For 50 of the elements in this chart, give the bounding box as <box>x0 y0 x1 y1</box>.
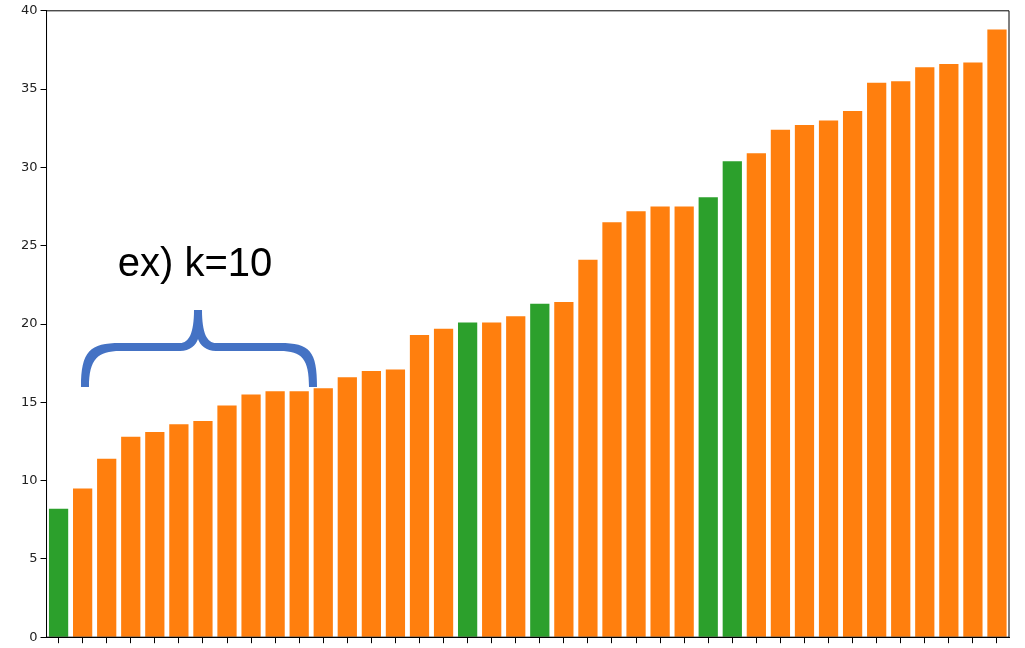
bar <box>674 206 694 637</box>
y-tick-label: 20 <box>21 315 38 331</box>
bar <box>578 259 598 637</box>
bar <box>963 62 983 637</box>
bar <box>698 197 718 637</box>
bar <box>842 111 863 637</box>
bar <box>121 436 141 637</box>
bar <box>169 424 189 637</box>
y-tick-label: 30 <box>21 158 38 174</box>
bar <box>506 316 526 637</box>
bar <box>433 328 454 637</box>
bar <box>554 302 574 637</box>
bar <box>193 421 213 637</box>
bar <box>482 322 502 637</box>
bar <box>457 322 478 637</box>
bar <box>73 488 93 637</box>
bar <box>361 370 381 637</box>
bar <box>770 129 791 637</box>
bar <box>530 303 550 637</box>
bar <box>818 120 839 637</box>
y-tick-label: 15 <box>21 393 38 409</box>
y-tick-label: 10 <box>21 471 38 487</box>
bar <box>794 125 815 637</box>
bar <box>722 161 742 637</box>
bar <box>867 82 887 637</box>
y-tick-label: 40 <box>21 2 38 18</box>
bar <box>145 432 165 637</box>
bar <box>217 405 237 637</box>
y-tick-label: 35 <box>21 80 38 96</box>
y-tick-label: 0 <box>29 628 38 644</box>
bar <box>650 206 670 637</box>
bar <box>385 369 406 637</box>
bar <box>241 394 261 637</box>
bar <box>48 508 69 637</box>
bar <box>265 391 285 637</box>
bar <box>746 153 766 637</box>
bar <box>409 334 430 637</box>
bar <box>97 458 117 637</box>
bar <box>626 211 646 637</box>
annotation: ex) k=10 <box>116 240 274 285</box>
bar <box>939 64 959 637</box>
y-tick-label: 25 <box>21 237 38 253</box>
bar <box>602 222 622 637</box>
bar <box>313 388 333 637</box>
bar <box>337 377 357 637</box>
bar <box>915 67 935 637</box>
bar <box>891 81 911 637</box>
bar <box>289 391 309 637</box>
y-tick-label: 5 <box>29 550 38 566</box>
bar <box>987 29 1007 637</box>
